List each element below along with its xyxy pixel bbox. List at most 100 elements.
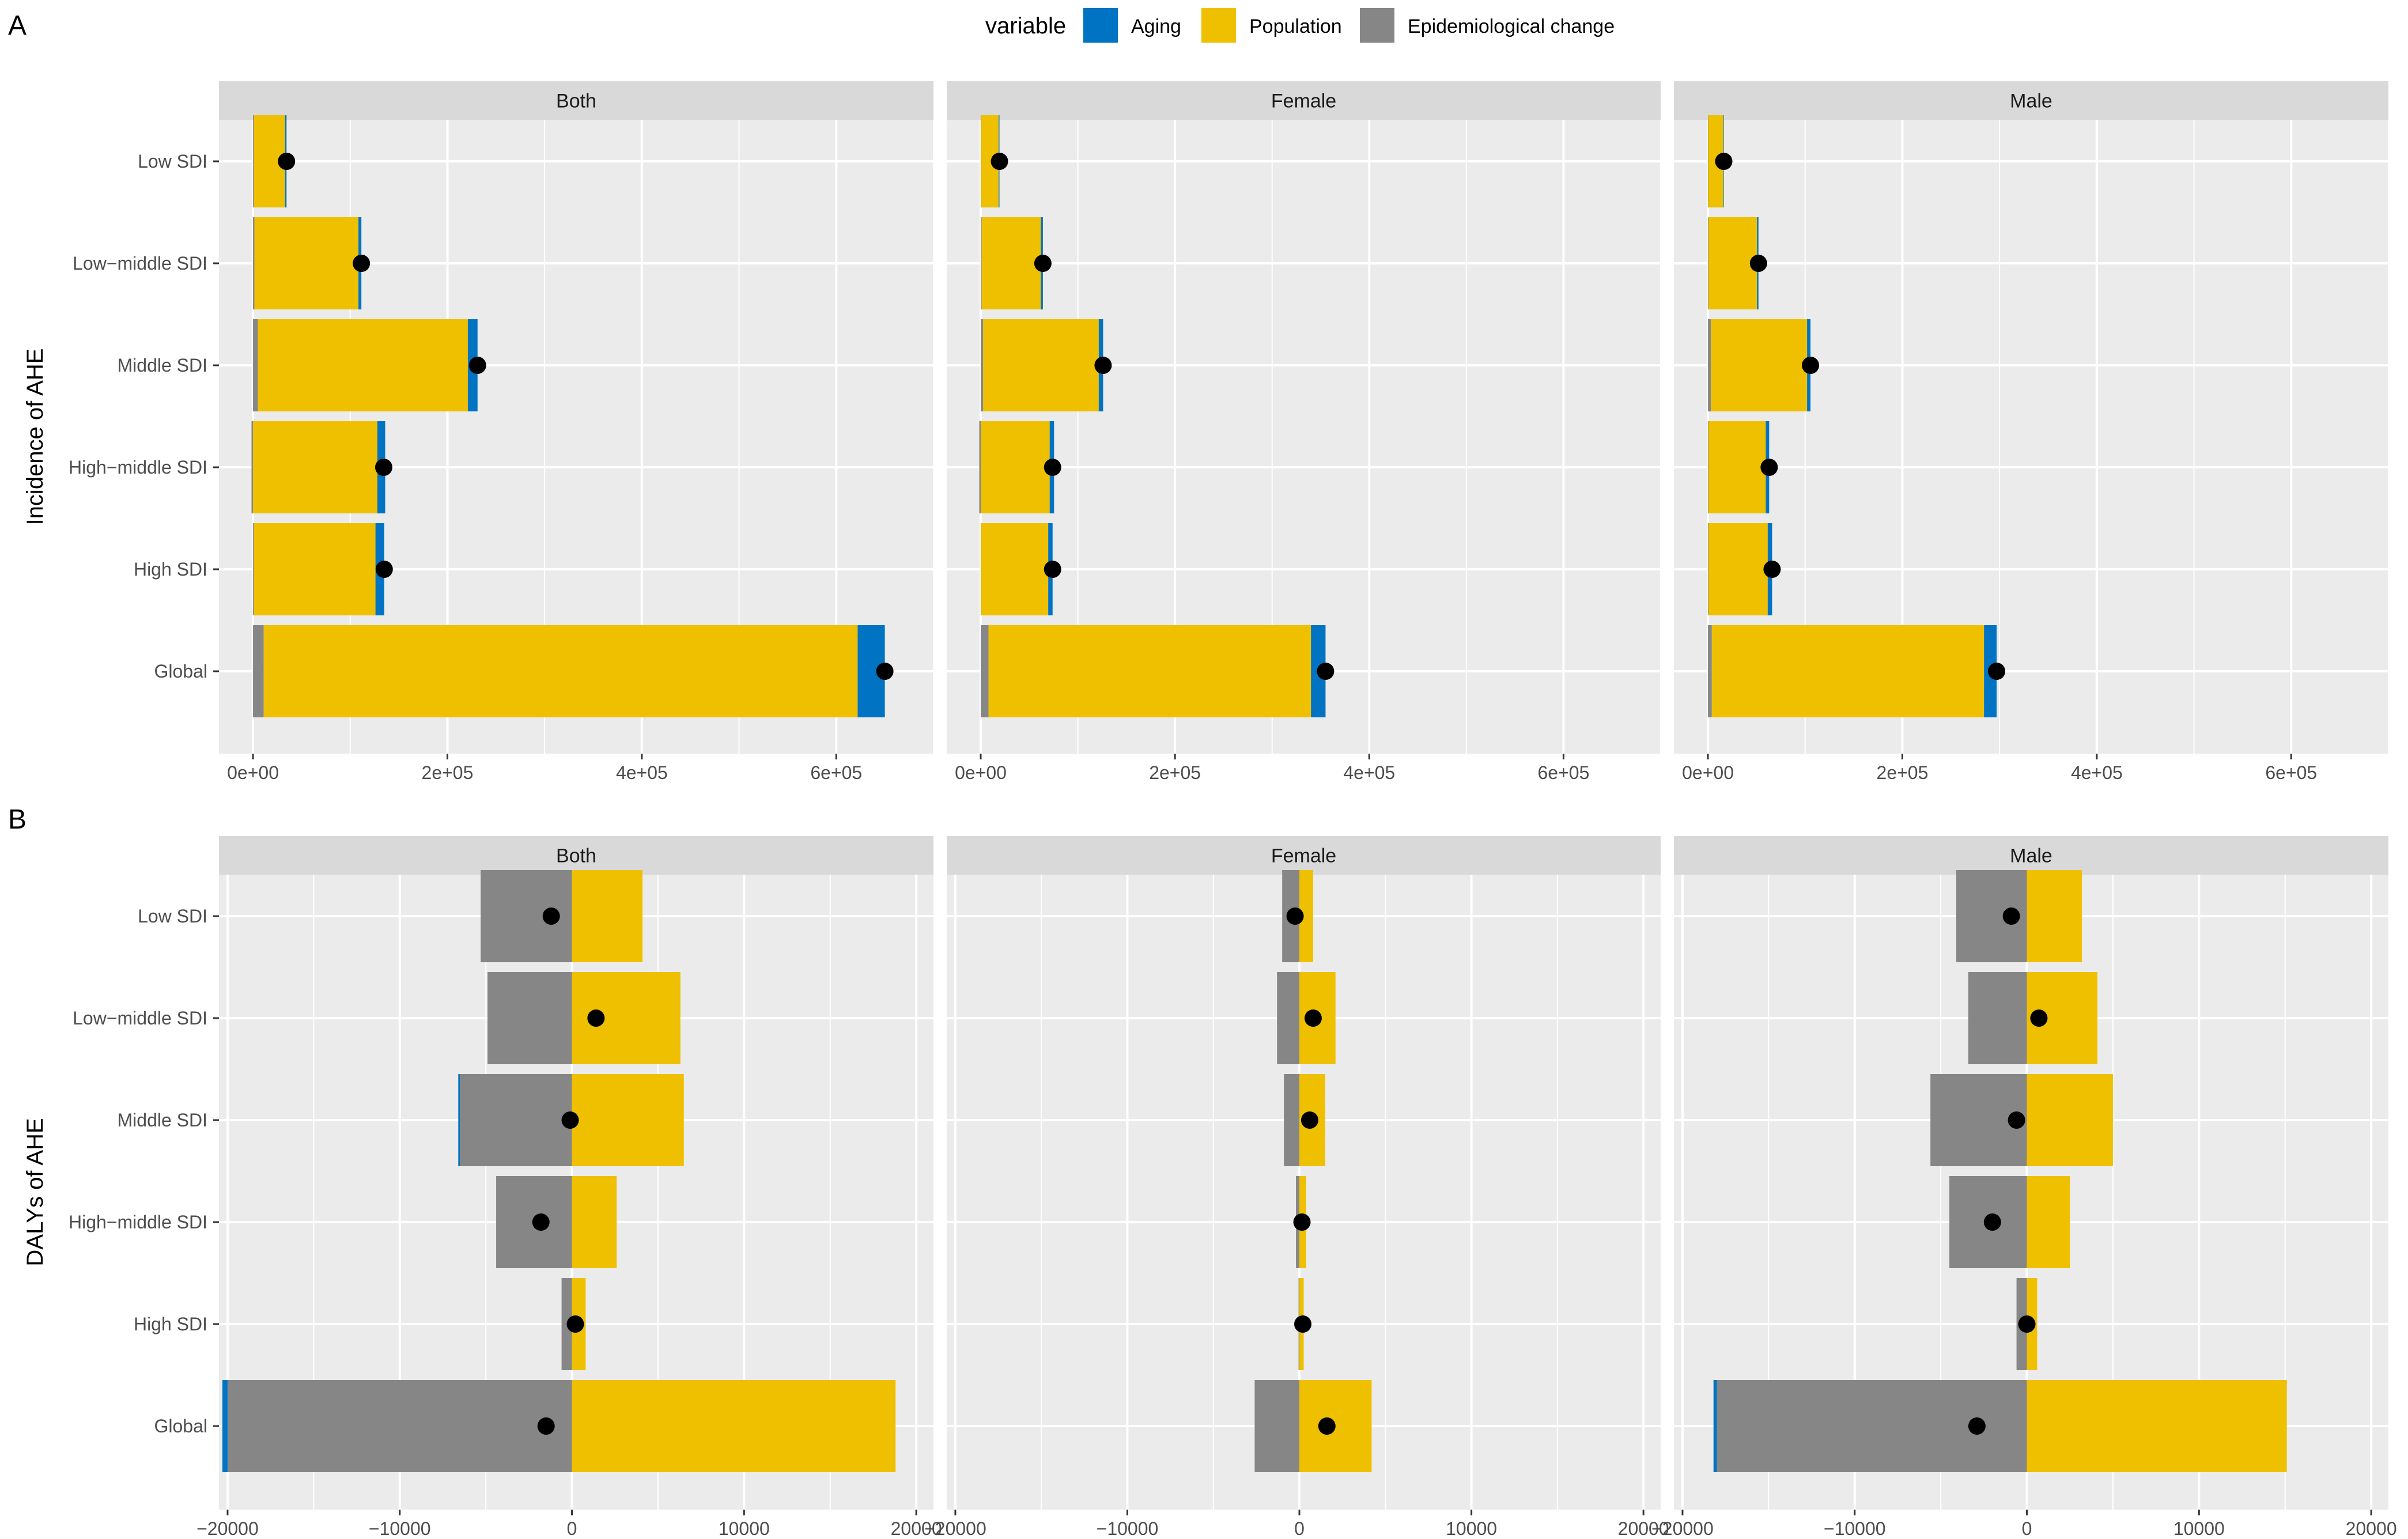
facet-male: Male −20000 −10000 0 10000 20000 xyxy=(1651,836,2397,1539)
x-tick-label: 2e+05 xyxy=(422,762,474,783)
overall-point xyxy=(2030,1009,2048,1027)
bar-population xyxy=(1711,319,1808,411)
facet-strip-label: Both xyxy=(556,90,596,112)
facet-strip xyxy=(219,836,933,875)
bar-epidemiological-change xyxy=(251,421,254,513)
legend-label-population: Population xyxy=(1249,16,1342,37)
y-tick-label: Low−middle SDI xyxy=(73,253,207,274)
legend-title: variable xyxy=(985,13,1066,39)
x-tick-label: 6e+05 xyxy=(1537,762,1589,783)
overall-point xyxy=(375,561,393,578)
legend-label-aging: Aging xyxy=(1131,16,1181,37)
overall-point xyxy=(991,153,1008,170)
facet-strip xyxy=(1674,836,2388,875)
overall-point xyxy=(1304,1009,1322,1027)
overall-point xyxy=(566,1315,584,1333)
bar-epidemiological-change xyxy=(1284,1074,1300,1166)
facet-strip-label: Both xyxy=(556,845,596,867)
x-tick-label: −10000 xyxy=(1824,1518,1886,1539)
facet-strip xyxy=(947,81,1661,120)
overall-point xyxy=(1983,1213,2001,1231)
facet-female: Female −20000 −10000 0 10000 20000 xyxy=(924,836,1669,1539)
overall-point xyxy=(1034,255,1052,272)
y-tick-label: High−middle SDI xyxy=(69,1212,207,1232)
overall-point xyxy=(1760,459,1778,476)
overall-point xyxy=(1286,907,1304,925)
bar-epidemiological-change xyxy=(981,625,989,717)
bar-epidemiological-change xyxy=(227,1380,572,1472)
x-tick-label: 10000 xyxy=(2173,1518,2225,1539)
bar-population xyxy=(572,1074,684,1166)
overall-point xyxy=(1715,153,1733,170)
overall-point xyxy=(2002,907,2020,925)
bar-population xyxy=(983,319,1099,411)
x-tick-label: 4e+05 xyxy=(1343,762,1395,783)
facet-both: Both −20000 −10000 0 10000 20000 Low SDI Low−mi… xyxy=(69,836,942,1539)
facet-strip-label: Female xyxy=(1271,90,1336,112)
y-tick-label: Global xyxy=(154,661,208,682)
y-tick-label: Middle SDI xyxy=(118,1110,208,1130)
overall-point xyxy=(1301,1111,1318,1129)
bar-population xyxy=(2027,1176,2070,1268)
x-tick-label: 0e+00 xyxy=(227,762,279,783)
x-tick-label: 10000 xyxy=(1446,1518,1497,1539)
bar-population xyxy=(1299,870,1313,962)
overall-point xyxy=(2008,1111,2025,1129)
x-tick-label: 0 xyxy=(1294,1518,1305,1539)
bar-population xyxy=(254,217,359,309)
facet-strip-label: Male xyxy=(2010,90,2052,112)
bar-population xyxy=(258,319,468,411)
x-tick-label: 0 xyxy=(2022,1518,2032,1539)
overall-point xyxy=(1968,1417,1986,1435)
facet-strip xyxy=(947,836,1661,875)
panel-tag: B xyxy=(8,804,27,835)
x-tick-label: 4e+05 xyxy=(616,762,668,783)
overall-point xyxy=(2018,1315,2036,1333)
x-tick-label: 0e+00 xyxy=(1682,762,1734,783)
facet-male: Male 0e+00 2e+05 4e+05 6e+05 xyxy=(1674,81,2389,783)
facet-strip-label: Female xyxy=(1271,845,1336,867)
overall-point xyxy=(468,357,486,374)
legend-key-aging xyxy=(1083,8,1118,43)
overall-point xyxy=(542,907,560,925)
x-tick-label: 10000 xyxy=(719,1518,770,1539)
plots: A Incidence of AHE Both 0e+00 2e+05 4e+05 6e+0… xyxy=(8,10,2397,1539)
bar-population xyxy=(253,421,377,513)
overall-point xyxy=(532,1213,550,1231)
bar-epidemiological-change xyxy=(1968,972,2027,1064)
y-tick-label: High SDI xyxy=(134,1314,207,1334)
x-tick-label: 6e+05 xyxy=(810,762,862,783)
bar-population xyxy=(1711,625,1984,717)
bar-population xyxy=(1708,523,1768,615)
bar-population xyxy=(2027,870,2082,962)
bar-epidemiological-change xyxy=(487,972,572,1064)
panel-tag: A xyxy=(8,10,27,41)
x-tick-label: 2e+05 xyxy=(1149,762,1201,783)
y-tick-label: Global xyxy=(154,1416,208,1436)
x-tick-label: 2e+05 xyxy=(1877,762,1929,783)
bar-population xyxy=(572,870,643,962)
legend: variable Aging Population Epidemiological c… xyxy=(985,8,1615,43)
bar-aging xyxy=(1713,1380,1717,1472)
bar-population xyxy=(988,625,1311,717)
bar-population xyxy=(1708,421,1766,513)
y-tick-label: High−middle SDI xyxy=(69,457,207,478)
x-tick-label: −20000 xyxy=(196,1518,259,1539)
facet-female: Female 0e+00 2e+05 4e+05 6e+05 xyxy=(947,81,1661,783)
overall-point xyxy=(1293,1213,1311,1231)
x-tick-label: −20000 xyxy=(924,1518,986,1539)
x-tick-label: 0e+00 xyxy=(955,762,1007,783)
bar-aging xyxy=(222,1380,228,1472)
bar-epidemiological-change xyxy=(253,319,258,411)
bar-epidemiological-change xyxy=(1254,1380,1300,1472)
overall-point xyxy=(1044,561,1061,578)
overall-point xyxy=(375,459,392,476)
bar-epidemiological-change xyxy=(981,319,984,411)
facet-strip xyxy=(219,81,933,120)
chart-a: A Incidence of AHE Both 0e+00 2e+05 4e+05 6e+0… xyxy=(8,10,2389,783)
bar-epidemiological-change xyxy=(460,1074,572,1166)
overall-point xyxy=(876,663,894,680)
overall-point xyxy=(1294,1315,1312,1333)
x-tick-label: 4e+05 xyxy=(2071,762,2123,783)
